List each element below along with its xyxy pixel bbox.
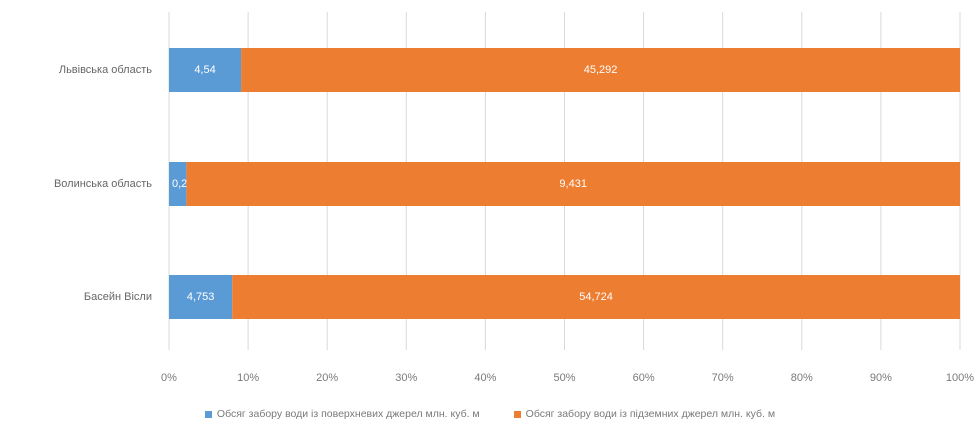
x-tick-label: 20% [316, 372, 338, 384]
bar-segment-underground [186, 162, 961, 206]
x-tick-label: 40% [474, 372, 496, 384]
category-label: Львівська область [59, 64, 152, 76]
legend-swatch-underground [513, 410, 521, 418]
data-label: 4,753 [187, 291, 215, 303]
category-label: Басейн Вісли [84, 291, 152, 303]
bar-segment-underground [241, 48, 960, 92]
x-tick-label: 50% [553, 372, 575, 384]
legend-swatch-surface [204, 410, 212, 418]
x-tick-label: 10% [237, 372, 259, 384]
x-tick-label: 100% [946, 372, 974, 384]
x-tick-label: 0% [161, 372, 177, 384]
category-label: Волинська область [54, 178, 152, 190]
x-tick-label: 80% [791, 372, 813, 384]
bar-segment-surface [169, 275, 233, 319]
x-tick-label: 70% [712, 372, 734, 384]
x-tick-label: 60% [633, 372, 655, 384]
x-tick-label: 90% [870, 372, 892, 384]
legend-item-surface: Обсяг забору води із поверхневих джерел … [204, 404, 480, 424]
data-label: 45,292 [584, 64, 618, 76]
bar-segment-surface [169, 162, 187, 206]
data-label: 4,54 [194, 64, 215, 76]
legend-label-underground: Обсяг забору води із підземних джерел мл… [525, 408, 776, 420]
legend: Обсяг забору води із поверхневих джерел … [0, 404, 980, 424]
x-tick-label: 30% [395, 372, 417, 384]
data-label: 9,431 [559, 178, 587, 190]
legend-item-underground: Обсяг забору води із підземних джерел мл… [513, 404, 776, 424]
data-label: 54,724 [579, 291, 613, 303]
bar-segment-underground [232, 275, 961, 319]
bar-segment-surface [169, 48, 242, 92]
legend-label-surface: Обсяг забору води із поверхневих джерел … [216, 408, 480, 420]
